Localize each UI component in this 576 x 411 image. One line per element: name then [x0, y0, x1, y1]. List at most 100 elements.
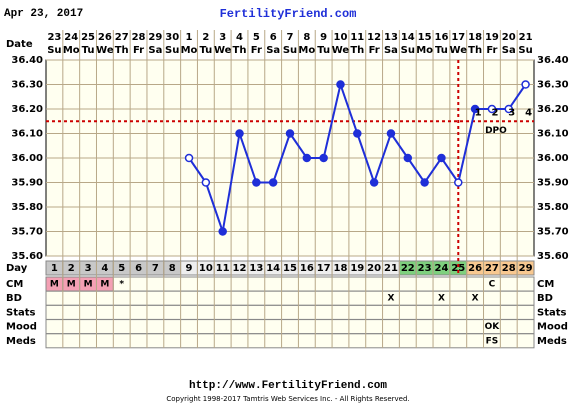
date-label: 30	[165, 32, 179, 43]
date-label: 29	[148, 32, 162, 43]
date-label: 10	[334, 32, 348, 43]
weekday-label: Th	[350, 45, 364, 56]
day-number: 13	[249, 263, 263, 274]
weekday-label: Sa	[266, 45, 280, 56]
day-number: 12	[233, 263, 247, 274]
temperature-point	[336, 80, 345, 89]
day-number: 18	[334, 263, 348, 274]
temperature-point	[235, 129, 244, 138]
temperature-point	[454, 178, 463, 187]
day-number: 2	[68, 263, 75, 274]
row-band	[45, 304, 535, 320]
day-number: 14	[266, 263, 280, 274]
y-tick-label: 35.90	[11, 178, 43, 189]
row-label-right: Mood	[537, 322, 568, 333]
row-band	[45, 333, 535, 349]
y-tick-label: 36.00	[11, 153, 43, 164]
day-number: 27	[485, 263, 499, 274]
date-label: 21	[519, 32, 533, 43]
date-label: 3	[219, 32, 226, 43]
weekday-label: We	[332, 45, 350, 56]
day-number: 3	[85, 263, 92, 274]
dpo-number: 1	[475, 107, 482, 118]
footer-url: http://www.FertilityFriend.com	[189, 380, 387, 392]
date-label: 28	[132, 32, 146, 43]
date-label: 23	[47, 32, 61, 43]
y-tick-label: 36.20	[11, 104, 43, 115]
day-number: 29	[519, 263, 533, 274]
weekday-label: Fr	[369, 45, 380, 56]
y2-tick-label: 35.60	[537, 251, 569, 262]
weekday-label: Su	[165, 45, 179, 56]
date-label: 11	[350, 32, 364, 43]
date-label: 6	[270, 32, 277, 43]
dpo-number: 2	[491, 107, 498, 118]
cell-text: *	[119, 280, 124, 290]
temperature-point	[218, 227, 227, 236]
weekday-label: Tu	[82, 45, 95, 56]
date-label: 19	[485, 32, 499, 43]
dpo-number: 3	[508, 107, 515, 118]
row-label-right: Meds	[537, 336, 567, 347]
date-label: 27	[115, 32, 129, 43]
day-number: 25	[451, 263, 465, 274]
y2-tick-label: 36.00	[537, 153, 569, 164]
weekday-label: Fr	[251, 45, 262, 56]
weekday-label: Tu	[317, 45, 330, 56]
weekday-label: Sa	[148, 45, 162, 56]
cell-text: M	[84, 280, 93, 290]
cell-text: X	[472, 294, 479, 304]
date-label: 14	[401, 32, 415, 43]
day-number: 5	[118, 263, 125, 274]
cell-text: X	[438, 294, 445, 304]
y-tick-label: 35.60	[11, 251, 43, 262]
cell-text: M	[50, 280, 59, 290]
y-tick-label: 36.30	[11, 80, 43, 91]
weekday-label: Th	[115, 45, 129, 56]
day-number: 6	[135, 263, 142, 274]
day-number: 24	[434, 263, 448, 274]
temperature-point	[420, 178, 429, 187]
temperature-point	[353, 129, 362, 138]
day-label: Day	[6, 263, 28, 274]
y-tick-label: 35.80	[11, 202, 43, 213]
row-label: CM	[6, 279, 23, 290]
temperature-point	[268, 178, 278, 187]
date-label: 8	[303, 32, 310, 43]
weekday-label: Su	[283, 45, 297, 56]
day-number: 8	[169, 263, 176, 274]
day-number: 21	[384, 263, 398, 274]
temperature-point	[470, 104, 480, 114]
y2-tick-label: 35.70	[537, 227, 569, 238]
day-number: 4	[101, 263, 108, 274]
dpo-label: DPO	[485, 126, 507, 136]
cell-text: M	[100, 280, 109, 290]
temperature-point	[386, 129, 396, 138]
temperature-point	[504, 104, 514, 114]
copyright: Copyright 1998-2017 Tamtris Web Services…	[166, 395, 409, 403]
row-label: Mood	[6, 322, 37, 333]
weekday-label: Tu	[435, 45, 448, 56]
y-tick-label: 36.40	[11, 55, 43, 66]
day-number: 16	[300, 263, 314, 274]
date-label: 1	[186, 32, 193, 43]
day-number: 26	[468, 263, 482, 274]
day-number: 1	[51, 263, 58, 274]
day-number: 7	[152, 263, 159, 274]
date-label: 26	[98, 32, 112, 43]
date-label: 24	[64, 32, 78, 43]
date-label: 25	[81, 32, 95, 43]
day-number: 19	[350, 263, 364, 274]
y-tick-label: 36.10	[11, 129, 43, 140]
weekday-label: Su	[47, 45, 61, 56]
y2-tick-label: 36.40	[537, 55, 569, 66]
date-label: 5	[253, 32, 260, 43]
y2-tick-label: 35.90	[537, 178, 569, 189]
weekday-label: Su	[401, 45, 415, 56]
temperature-point	[437, 153, 446, 163]
cell-text: FS	[486, 336, 499, 346]
dpo-number: 4	[525, 107, 532, 118]
weekday-label: Mo	[181, 45, 198, 56]
